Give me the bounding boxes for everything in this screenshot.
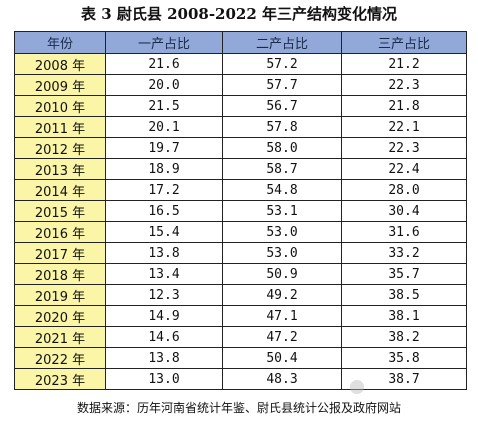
industry-structure-table: 年份 一产占比 二产占比 三产占比 2008 年 21.6 57.2 21.2 2009… bbox=[14, 31, 467, 390]
tertiary-share-cell: 35.8 bbox=[341, 347, 467, 369]
table-row: 2019 年 12.3 49.2 38.5 bbox=[14, 284, 467, 306]
header-primary-share: 一产占比 bbox=[105, 31, 223, 54]
tertiary-share-cell: 31.6 bbox=[341, 221, 467, 243]
secondary-share-cell: 57.2 bbox=[222, 53, 342, 75]
secondary-share-cell: 50.4 bbox=[222, 347, 342, 369]
primary-share-cell: 20.1 bbox=[105, 116, 223, 138]
primary-share-cell: 21.6 bbox=[105, 53, 223, 75]
primary-share-cell: 12.3 bbox=[105, 284, 223, 306]
year-cell: 2020 年 bbox=[14, 305, 106, 327]
secondary-share-cell: 53.0 bbox=[222, 221, 342, 243]
secondary-share-cell: 53.0 bbox=[222, 242, 342, 264]
year-cell: 2023 年 bbox=[14, 368, 106, 390]
tertiary-share-cell: 28.0 bbox=[341, 179, 467, 201]
table-row: 2009 年 20.0 57.7 22.3 bbox=[14, 74, 467, 96]
tertiary-share-cell: 30.4 bbox=[341, 200, 467, 222]
primary-share-cell: 21.5 bbox=[105, 95, 223, 117]
table-row: 2008 年 21.6 57.2 21.2 bbox=[14, 53, 467, 75]
tertiary-share-cell: 22.4 bbox=[341, 158, 467, 180]
year-cell: 2010 年 bbox=[14, 95, 106, 117]
table-row: 2010 年 21.5 56.7 21.8 bbox=[14, 95, 467, 117]
header-tertiary-share: 三产占比 bbox=[341, 31, 467, 54]
tertiary-share-cell: 21.2 bbox=[341, 53, 467, 75]
year-cell: 2014 年 bbox=[14, 179, 106, 201]
table-row: 2016 年 15.4 53.0 31.6 bbox=[14, 221, 467, 243]
table-row: 2020 年 14.9 47.1 38.1 bbox=[14, 305, 467, 327]
primary-share-cell: 13.4 bbox=[105, 263, 223, 285]
table-row: 2015 年 16.5 53.1 30.4 bbox=[14, 200, 467, 222]
primary-share-cell: 13.8 bbox=[105, 242, 223, 264]
secondary-share-cell: 58.0 bbox=[222, 137, 342, 159]
watermark bbox=[350, 378, 368, 396]
primary-share-cell: 16.5 bbox=[105, 200, 223, 222]
tertiary-share-cell: 38.7 bbox=[341, 368, 467, 390]
primary-share-cell: 15.4 bbox=[105, 221, 223, 243]
year-cell: 2018 年 bbox=[14, 263, 106, 285]
table-row: 2012 年 19.7 58.0 22.3 bbox=[14, 137, 467, 159]
primary-share-cell: 19.7 bbox=[105, 137, 223, 159]
source-note: 数据来源：历年河南省统计年鉴、尉氏县统计公报及政府网站 bbox=[76, 401, 401, 415]
secondary-share-cell: 50.9 bbox=[222, 263, 342, 285]
table-row: 2014 年 17.2 54.8 28.0 bbox=[14, 179, 467, 201]
secondary-share-cell: 53.1 bbox=[222, 200, 342, 222]
primary-share-cell: 14.9 bbox=[105, 305, 223, 327]
wechat-logo-icon bbox=[350, 380, 364, 394]
secondary-share-cell: 56.7 bbox=[222, 95, 342, 117]
primary-share-cell: 17.2 bbox=[105, 179, 223, 201]
tertiary-share-cell: 22.3 bbox=[341, 137, 467, 159]
year-cell: 2016 年 bbox=[14, 221, 106, 243]
table-row: 2022 年 13.8 50.4 35.8 bbox=[14, 347, 467, 369]
tertiary-share-cell: 35.7 bbox=[341, 263, 467, 285]
year-cell: 2022 年 bbox=[14, 347, 106, 369]
table-title: 表 3 尉氏县 2008-2022 年三产结构变化情况 bbox=[80, 5, 398, 23]
table-row: 2021 年 14.6 47.2 38.2 bbox=[14, 326, 467, 348]
table-row: 2017 年 13.8 53.0 33.2 bbox=[14, 242, 467, 264]
primary-share-cell: 13.0 bbox=[105, 368, 223, 390]
header-year: 年份 bbox=[14, 31, 106, 54]
tertiary-share-cell: 38.2 bbox=[341, 326, 467, 348]
primary-share-cell: 20.0 bbox=[105, 74, 223, 96]
year-cell: 2008 年 bbox=[14, 53, 106, 75]
secondary-share-cell: 47.2 bbox=[222, 326, 342, 348]
header-secondary-share: 二产占比 bbox=[222, 31, 342, 54]
primary-share-cell: 18.9 bbox=[105, 158, 223, 180]
table-row: 2023 年 13.0 48.3 38.7 bbox=[14, 368, 467, 390]
secondary-share-cell: 57.8 bbox=[222, 116, 342, 138]
secondary-share-cell: 47.1 bbox=[222, 305, 342, 327]
primary-share-cell: 13.8 bbox=[105, 347, 223, 369]
year-cell: 2011 年 bbox=[14, 116, 106, 138]
secondary-share-cell: 48.3 bbox=[222, 368, 342, 390]
year-cell: 2013 年 bbox=[14, 158, 106, 180]
year-cell: 2012 年 bbox=[14, 137, 106, 159]
tertiary-share-cell: 33.2 bbox=[341, 242, 467, 264]
year-cell: 2021 年 bbox=[14, 326, 106, 348]
tertiary-share-cell: 21.8 bbox=[341, 95, 467, 117]
table-row: 2013 年 18.9 58.7 22.4 bbox=[14, 158, 467, 180]
secondary-share-cell: 57.7 bbox=[222, 74, 342, 96]
table-header-row: 年份 一产占比 二产占比 三产占比 bbox=[14, 31, 467, 54]
primary-share-cell: 14.6 bbox=[105, 326, 223, 348]
year-cell: 2017 年 bbox=[14, 242, 106, 264]
tertiary-share-cell: 22.3 bbox=[341, 74, 467, 96]
tertiary-share-cell: 38.1 bbox=[341, 305, 467, 327]
table-row: 2011 年 20.1 57.8 22.1 bbox=[14, 116, 467, 138]
year-cell: 2019 年 bbox=[14, 284, 106, 306]
tertiary-share-cell: 22.1 bbox=[341, 116, 467, 138]
secondary-share-cell: 49.2 bbox=[222, 284, 342, 306]
table-body: 2008 年 21.6 57.2 21.2 2009 年 20.0 57.7 22.3 2010… bbox=[14, 53, 467, 390]
secondary-share-cell: 58.7 bbox=[222, 158, 342, 180]
tertiary-share-cell: 38.5 bbox=[341, 284, 467, 306]
secondary-share-cell: 54.8 bbox=[222, 179, 342, 201]
table-row: 2018 年 13.4 50.9 35.7 bbox=[14, 263, 467, 285]
year-cell: 2009 年 bbox=[14, 74, 106, 96]
year-cell: 2015 年 bbox=[14, 200, 106, 222]
